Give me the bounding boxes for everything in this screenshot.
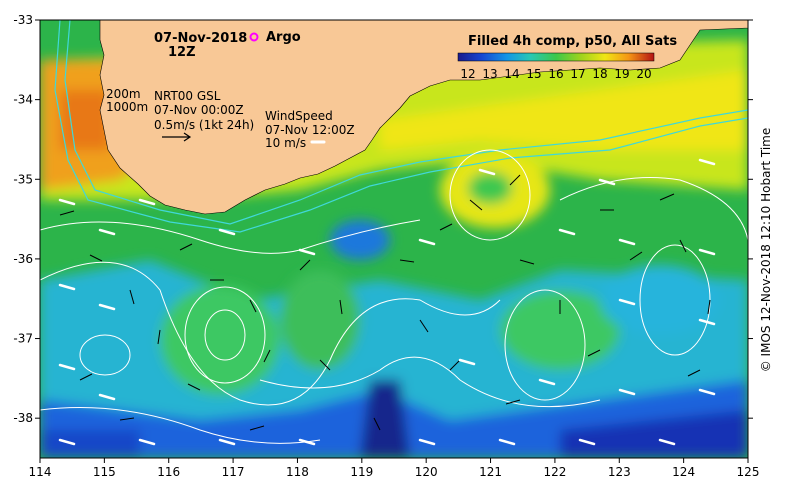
x-tick-label: 117 [222,465,245,479]
x-tick-label: 122 [543,465,566,479]
x-tick-label: 119 [350,465,373,479]
legend-tick-label: 13 [482,67,497,81]
current-key: NRT00 GSL 07-Nov 00:00Z 0.5m/s (1kt 24h) [154,89,254,142]
y-tick-label: -35 [13,172,33,186]
credit-label: © IMOS 12-Nov-2018 12:10 Hobart Time [759,127,773,373]
x-tick-label: 115 [93,465,116,479]
ssh-contours [40,149,748,444]
wind-key: WindSpeed 07-Nov 12:00Z 10 m/s [265,109,355,150]
legend-tick-label: 16 [548,67,563,81]
y-axis-ticks: -33 -34 -35 -36 -37 -38 [13,13,753,425]
x-tick-label: 121 [479,465,502,479]
wind-key-title: WindSpeed [265,109,333,123]
x-tick-label: 116 [157,465,180,479]
x-axis-ticks: 114 115 116 117 118 119 120 121 122 123 124 125 [29,458,760,479]
colorbar [457,52,655,62]
wind-arrows [58,158,716,446]
x-tick-label: 125 [737,465,760,479]
depth-label-1000: 1000m [106,100,148,114]
x-tick-label: 114 [29,465,52,479]
y-tick-label: -36 [13,252,33,266]
argo-marker [249,32,259,42]
depth-contours [54,20,748,233]
colorbar-legend: Filled 4h comp, p50, All Sats 12 13 14 15 16… [457,34,677,81]
x-tick-label: 118 [286,465,309,479]
date-label: 07-Nov-2018 [154,31,247,46]
x-tick-label: 124 [672,465,695,479]
y-tick-label: -37 [13,332,33,346]
depth-label-200: 200m [106,87,141,101]
current-key-arrow [162,132,192,142]
current-key-scale: 0.5m/s (1kt 24h) [154,118,254,132]
legend-tick-label: 12 [460,67,475,81]
wind-key-time: 07-Nov 12:00Z [265,123,355,137]
sst-field [40,20,748,458]
legend-tick-label: 18 [592,67,607,81]
legend-tick-label: 19 [614,67,629,81]
current-arrows [59,174,711,431]
y-tick-label: -33 [13,13,33,27]
x-tick-label: 120 [415,465,438,479]
wind-key-scale: 10 m/s [265,136,306,150]
legend-title: Filled 4h comp, p50, All Sats [468,34,677,49]
legend-tick-label: 15 [526,67,541,81]
land-mass [99,20,748,215]
y-tick-label: -34 [13,93,33,107]
x-tick-label: 123 [608,465,631,479]
legend-ticks: 12 13 14 15 16 17 18 19 20 [460,67,651,81]
y-tick-label: -38 [13,411,33,425]
current-key-title: NRT00 GSL [154,89,221,103]
current-key-time: 07-Nov 00:00Z [154,103,244,117]
plot-frame [39,19,749,459]
argo-label: Argo [266,30,301,45]
hour-label: 12Z [168,45,196,60]
legend-tick-label: 20 [636,67,651,81]
legend-tick-label: 17 [570,67,585,81]
legend-tick-label: 14 [504,67,519,81]
